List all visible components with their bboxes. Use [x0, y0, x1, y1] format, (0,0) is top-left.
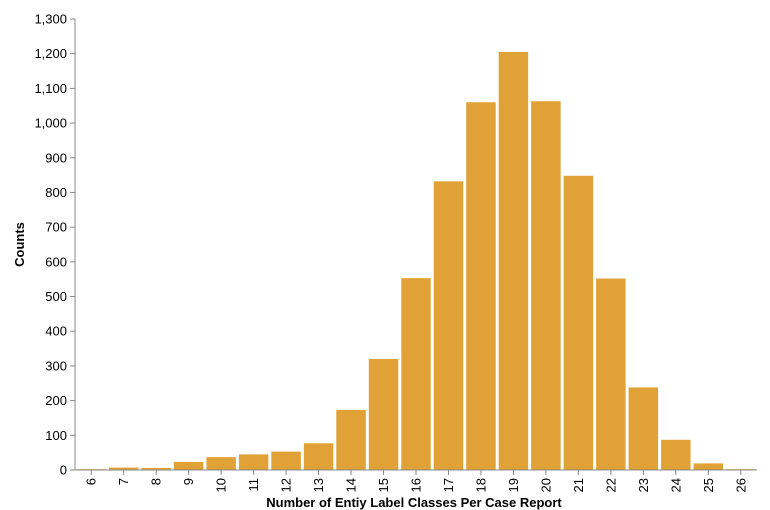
y-tick-label: 200 [45, 393, 67, 408]
x-tick-label: 23 [636, 478, 651, 492]
bar-11 [238, 454, 269, 470]
x-tick-label: 21 [571, 478, 586, 492]
y-tick-label: 1,200 [34, 46, 67, 61]
x-tick-label: 8 [149, 478, 164, 485]
bar-9 [173, 462, 204, 470]
bar-24 [661, 439, 691, 470]
x-tick-label: 13 [311, 478, 326, 492]
bar-23 [628, 387, 659, 470]
bar-16 [401, 278, 431, 470]
x-tick-label: 17 [441, 478, 456, 492]
y-tick-label: 500 [45, 289, 67, 304]
x-tick-label: 26 [733, 478, 748, 492]
y-tick-label: 1,300 [34, 12, 67, 27]
x-tick-label: 19 [506, 478, 521, 492]
bar-25 [693, 463, 724, 470]
y-tick-label: 600 [45, 254, 67, 269]
y-tick-label: 300 [45, 358, 67, 373]
x-tick-label: 6 [84, 478, 99, 485]
y-tick-label: 100 [45, 428, 67, 443]
x-tick-label: 11 [246, 478, 261, 492]
y-tick-label: 1,100 [34, 81, 67, 96]
bar-22 [596, 278, 626, 470]
x-tick-label: 25 [701, 478, 716, 492]
x-tick-label: 22 [603, 478, 618, 492]
x-tick-label: 20 [538, 478, 553, 492]
bar-17 [433, 181, 464, 471]
bar-7 [108, 467, 139, 470]
x-tick-label: 24 [668, 478, 683, 492]
x-tick-label: 16 [409, 478, 424, 492]
y-axis: 0 100 200 300 400 500 600 700 800 900 1,000 1,100 1,… [34, 12, 75, 478]
bar-18 [466, 102, 496, 470]
x-axis-title: Number of Entiy Label Classes Per Case R… [266, 495, 562, 510]
y-axis-title: Counts [12, 222, 27, 267]
x-tick-label: 14 [344, 478, 359, 492]
bar-20 [531, 101, 561, 471]
bar-15 [368, 358, 399, 470]
x-axis: 6 7 8 9 10 11 12 13 14 15 16 17 18 19 20 21 22 23 24 25 26 [84, 470, 748, 492]
bar-13 [303, 443, 334, 470]
y-tick-label: 400 [45, 324, 67, 339]
bar-10 [206, 457, 236, 470]
y-tick-label: 700 [45, 220, 67, 235]
bar-8 [141, 467, 171, 470]
x-tick-label: 9 [181, 478, 196, 485]
x-tick-label: 10 [214, 478, 229, 492]
y-tick-label: 900 [45, 150, 67, 165]
x-tick-label: 18 [473, 478, 488, 492]
x-tick-label: 15 [376, 478, 391, 492]
bar-14 [336, 409, 366, 470]
y-tick-label: 800 [45, 185, 67, 200]
y-tick-label: 0 [60, 463, 67, 478]
bar-21 [563, 175, 594, 470]
bar-12 [271, 451, 301, 470]
x-tick-label: 7 [116, 478, 131, 485]
y-tick-label: 1,000 [34, 116, 67, 131]
bar-19 [498, 51, 529, 470]
x-tick-label: 12 [279, 478, 294, 492]
bars [76, 51, 756, 471]
